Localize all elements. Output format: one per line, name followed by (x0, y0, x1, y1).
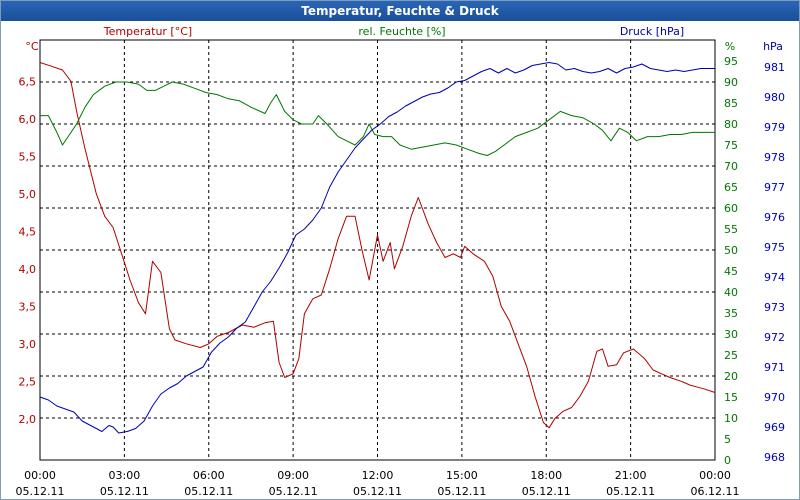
pressure-tick-label: 969 (764, 421, 785, 434)
pressure-tick-label: 979 (764, 121, 785, 134)
pressure-tick-label: 968 (764, 451, 785, 464)
temperature-tick-label: 4,5 (19, 225, 37, 238)
x-tick-time: 21:00 (615, 469, 647, 482)
x-tick-date: 05.12.11 (522, 485, 571, 498)
temperature-tick-label: 4,0 (19, 263, 37, 276)
humidity-axis-label: rel. Feuchte [%] (358, 25, 445, 38)
x-tick-time: 00:00 (699, 469, 731, 482)
temperature-tick-label: 2,5 (19, 375, 37, 388)
humidity-tick-label: 25 (724, 349, 738, 362)
pressure-tick-label: 980 (764, 91, 785, 104)
temperature-tick-label: 3,0 (19, 338, 37, 351)
x-tick-time: 06:00 (193, 469, 225, 482)
pressure-tick-label: 972 (764, 331, 785, 344)
axes-group: 00:00 05.12.11 03:00 05.12.11 06:00 05.12.11 0… (16, 55, 785, 498)
humidity-tick-label: 40 (724, 286, 738, 299)
humidity-tick-label: 30 (724, 328, 738, 341)
humidity-tick-label: 90 (724, 76, 738, 89)
pressure-axis-label: Druck [hPa] (620, 25, 684, 38)
pressure-tick-label: 970 (764, 391, 785, 404)
x-tick-time: 18:00 (530, 469, 562, 482)
x-tick-date: 05.12.11 (353, 485, 402, 498)
temperature-tick-label: 5,0 (19, 188, 37, 201)
temperature-unit: °C (25, 40, 39, 53)
x-tick-time: 00:00 (24, 469, 56, 482)
humidity-tick-label: 5 (724, 433, 731, 446)
pressure-tick-label: 981 (764, 61, 785, 74)
pressure-tick-label: 977 (764, 181, 785, 194)
series-line-pressure (39, 62, 715, 434)
window-title: Temperatur, Feuchte & Druck (1, 1, 799, 21)
x-tick-date: 05.12.11 (16, 485, 65, 498)
temperature-tick-label: 6,5 (19, 75, 37, 88)
humidity-tick-label: 65 (724, 181, 738, 194)
humidity-tick-label: 50 (724, 244, 738, 257)
pressure-tick-label: 974 (764, 271, 785, 284)
temperature-tick-label: 5,5 (19, 150, 37, 163)
humidity-tick-label: 55 (724, 223, 738, 236)
x-tick-date: 06.12.11 (691, 485, 740, 498)
temperature-axis-label: Temperatur [°C] (103, 25, 192, 38)
grid (40, 40, 715, 460)
humidity-tick-label: 95 (724, 55, 738, 68)
humidity-tick-label: 60 (724, 202, 738, 215)
temperature-tick-label: 3,5 (19, 300, 37, 313)
x-tick-time: 15:00 (446, 469, 478, 482)
humidity-tick-label: 20 (724, 370, 738, 383)
humidity-unit: % (725, 40, 735, 53)
x-tick-date: 05.12.11 (269, 485, 318, 498)
humidity-tick-label: 75 (724, 139, 738, 152)
x-tick-date: 05.12.11 (100, 485, 149, 498)
pressure-tick-label: 971 (764, 361, 785, 374)
humidity-tick-label: 70 (724, 160, 738, 173)
humidity-tick-label: 80 (724, 118, 738, 131)
humidity-tick-label: 0 (724, 454, 731, 467)
humidity-tick-label: 15 (724, 391, 738, 404)
humidity-tick-label: 45 (724, 265, 738, 278)
x-tick-time: 12:00 (362, 469, 394, 482)
x-tick-date: 05.12.11 (437, 485, 486, 498)
series-line-temperature (39, 62, 716, 429)
humidity-tick-label: 85 (724, 97, 738, 110)
humidity-tick-label: 10 (724, 412, 738, 425)
series-group (39, 62, 716, 434)
humidity-tick-label: 35 (724, 307, 738, 320)
pressure-unit: hPa (763, 40, 783, 53)
pressure-tick-label: 973 (764, 301, 785, 314)
pressure-tick-label: 976 (764, 211, 785, 224)
temperature-tick-label: 2,0 (19, 413, 37, 426)
pressure-tick-label: 975 (764, 241, 785, 254)
x-tick-time: 03:00 (109, 469, 141, 482)
pressure-tick-label: 978 (764, 151, 785, 164)
temperature-tick-label: 6,0 (19, 113, 37, 126)
series-line-humidity (40, 81, 715, 156)
x-tick-date: 05.12.11 (184, 485, 233, 498)
x-tick-time: 09:00 (277, 469, 309, 482)
x-tick-date: 05.12.11 (606, 485, 655, 498)
